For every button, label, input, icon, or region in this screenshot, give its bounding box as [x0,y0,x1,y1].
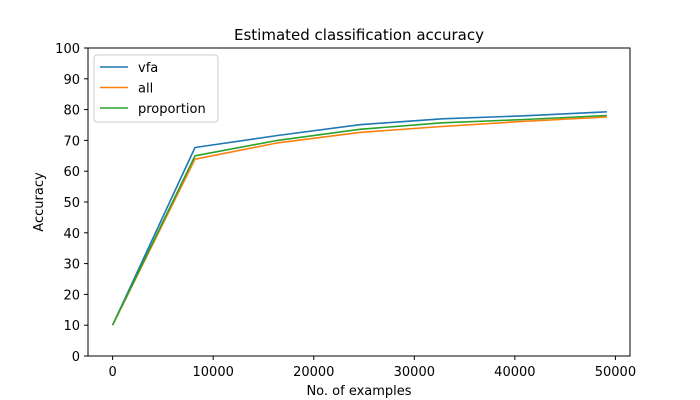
y-tick-label: 20 [63,288,80,303]
legend-label-all: all [138,82,153,97]
series-line-all [111,116,607,326]
y-tick-label: 30 [63,258,80,273]
legend-box [93,54,219,123]
series-lines [111,111,607,326]
y-tick-label: 0 [72,350,80,365]
y-tick-label: 70 [63,134,80,149]
x-axis-title: No. of examples [306,384,411,399]
x-tick-label: 20000 [293,365,334,380]
series-line-proportion [111,114,607,326]
y-axis-title: Accuracy [32,172,47,232]
legend-label-proportion: proportion [138,102,206,117]
y-tick-label: 80 [63,104,80,119]
y-tick-label: 50 [63,196,80,211]
axis-ticks: 0 10000 20000 30000 40000 50000 0 10 20 30 40 50 60 7… [55,42,636,380]
y-tick-label: 60 [63,165,80,180]
y-tick-label: 10 [63,319,80,334]
chart-title: Estimated classification accuracy [234,26,484,44]
x-tick-label: 0 [108,365,116,380]
legend: vfa all proportion [93,54,219,123]
x-tick-label: 10000 [193,365,234,380]
y-tick-label: 40 [63,227,80,242]
series-line-vfa [111,111,607,326]
y-tick-label: 100 [55,42,80,57]
y-tick-label: 90 [63,73,80,88]
x-tick-label: 40000 [494,365,535,380]
legend-label-vfa: vfa [138,61,158,76]
x-tick-label: 50000 [595,365,636,380]
x-tick-label: 30000 [394,365,435,380]
